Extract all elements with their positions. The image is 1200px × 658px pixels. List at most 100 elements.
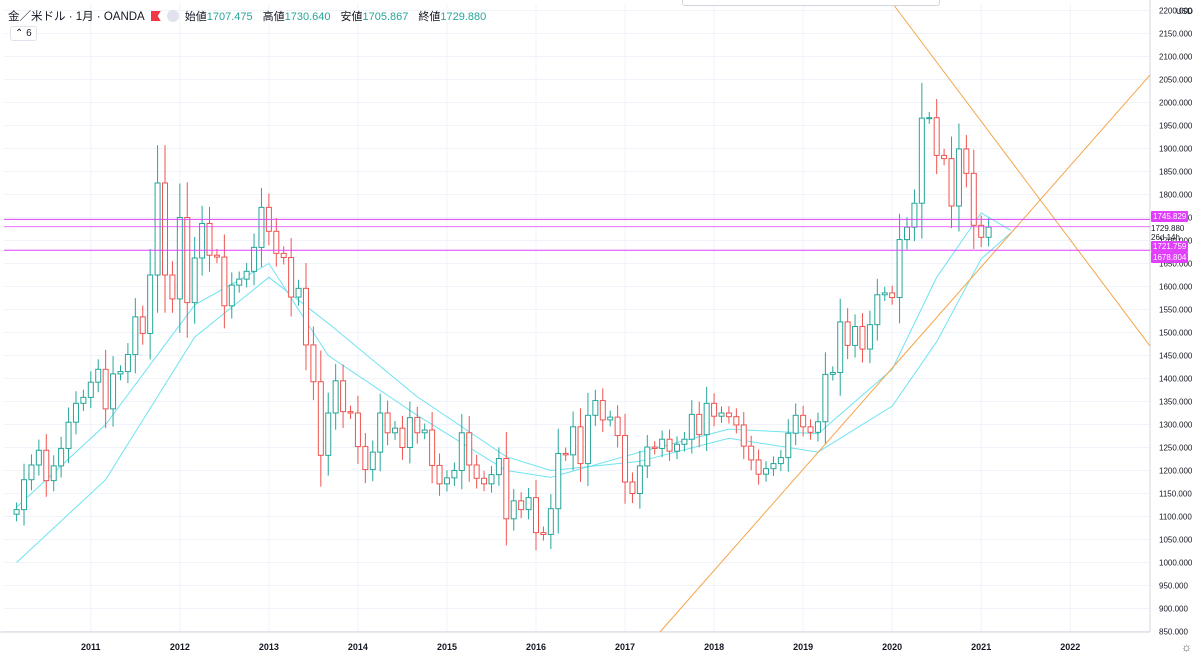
candle-body xyxy=(87,381,94,398)
candle-body xyxy=(584,414,591,465)
candle-body xyxy=(243,270,250,280)
candle-body xyxy=(636,465,643,494)
candle-body xyxy=(414,417,421,434)
price-tick-label: 1450.000 xyxy=(1159,352,1193,361)
candle-body xyxy=(733,416,740,426)
candle-body xyxy=(570,426,577,456)
chart-header: 金／米ドル · 1月 · OANDA 始値1707.475 高値1730.640… xyxy=(8,8,490,24)
candle-body xyxy=(347,411,354,414)
candle-body xyxy=(800,414,807,428)
drawing-toolbar[interactable] xyxy=(682,0,940,6)
year-tick-label: 2015 xyxy=(437,642,457,652)
price-tick-label: 1500.000 xyxy=(1159,329,1193,338)
candle-body xyxy=(206,222,213,256)
close-label: 終値 xyxy=(418,11,441,23)
candle-body xyxy=(874,294,881,326)
price-tick-label: 2000.000 xyxy=(1159,99,1193,108)
open-value: 1707.475 xyxy=(206,11,253,23)
candle-body xyxy=(13,509,20,515)
candle-body xyxy=(518,500,525,511)
grid-lines xyxy=(4,4,1150,632)
candle-body xyxy=(978,224,985,238)
indicator-count: 6 xyxy=(26,28,32,39)
price-tick-label: 1950.000 xyxy=(1159,122,1193,131)
candle-body xyxy=(688,413,695,440)
candle-body xyxy=(228,284,235,307)
candle-body xyxy=(599,400,606,421)
candle-body xyxy=(911,202,918,228)
level-label-3: 1678.804 xyxy=(1151,252,1189,263)
candle-body xyxy=(829,372,836,375)
candle-body xyxy=(95,368,102,383)
candle-body xyxy=(162,182,168,276)
candle-body xyxy=(592,400,599,416)
year-tick-label: 2016 xyxy=(526,642,546,652)
year-tick-label: 2022 xyxy=(1060,642,1080,652)
candle-body xyxy=(777,457,784,465)
year-tick-label: 2018 xyxy=(704,642,724,652)
candle-body xyxy=(65,421,72,449)
candle-body xyxy=(384,412,391,434)
price-tick-label: 2050.000 xyxy=(1159,76,1193,85)
candle-body xyxy=(540,532,547,535)
candle-body xyxy=(35,449,42,466)
level-label-1: 1745.829 xyxy=(1151,211,1189,222)
candle-body xyxy=(199,222,206,259)
candle-body xyxy=(525,497,532,511)
candle-body xyxy=(844,321,851,346)
candle-body xyxy=(124,354,131,373)
eye-icon[interactable] xyxy=(166,10,179,22)
trendline-ascending xyxy=(659,74,1151,633)
candle-body xyxy=(340,380,347,413)
candle-body xyxy=(896,239,903,299)
ma-short-line xyxy=(16,212,1012,508)
candle-body xyxy=(837,321,844,374)
candle-body xyxy=(280,252,287,259)
symbol-title[interactable]: 金／米ドル · 1月 · OANDA xyxy=(8,11,145,23)
candle-body xyxy=(325,412,332,456)
candle-body xyxy=(941,154,948,160)
candle-body xyxy=(273,230,280,254)
candle-body xyxy=(251,246,258,272)
settings-gear-icon[interactable]: ☼ xyxy=(1181,640,1192,654)
candle-body xyxy=(748,445,755,461)
high-label: 高値 xyxy=(262,11,285,23)
price-tick-label: 1150.000 xyxy=(1159,490,1192,499)
candle-body xyxy=(377,412,384,453)
candle-body xyxy=(258,206,265,248)
candle-body xyxy=(718,412,725,417)
candle-body xyxy=(918,117,925,204)
candle-body xyxy=(622,435,629,483)
candle-body xyxy=(510,500,517,520)
candle-body xyxy=(21,479,28,511)
year-tick-label: 2013 xyxy=(259,642,279,652)
candle-body xyxy=(310,344,317,383)
chevron-up-icon: ⌃ xyxy=(15,28,24,39)
candle-body xyxy=(495,458,502,476)
indicator-toggle[interactable]: ⌃ 6 xyxy=(10,26,37,41)
price-tick-label: 1350.000 xyxy=(1159,398,1193,407)
candle-body xyxy=(681,438,688,445)
year-tick-label: 2017 xyxy=(615,642,635,652)
candle-body xyxy=(852,326,859,346)
price-tick-label: 2150.000 xyxy=(1159,30,1193,39)
current-price-label: 1729.880 xyxy=(1151,224,1185,233)
candle-body xyxy=(807,426,814,433)
candle-body xyxy=(955,148,962,207)
candle-body xyxy=(147,274,154,334)
candle-body xyxy=(58,447,65,467)
candle-body xyxy=(362,446,369,471)
year-tick-label: 2012 xyxy=(170,642,190,652)
candle-body xyxy=(711,402,718,417)
candle-body xyxy=(80,396,87,404)
candle-body xyxy=(332,380,339,414)
candle-body xyxy=(785,432,792,459)
price-tick-label: 1900.000 xyxy=(1159,145,1193,154)
candle-body xyxy=(443,477,450,485)
candle-body xyxy=(317,381,324,456)
year-tick-label: 2011 xyxy=(81,642,101,652)
flag-icon[interactable] xyxy=(150,11,161,21)
price-tick-label: 1050.000 xyxy=(1159,536,1193,545)
candle-body xyxy=(473,464,480,479)
